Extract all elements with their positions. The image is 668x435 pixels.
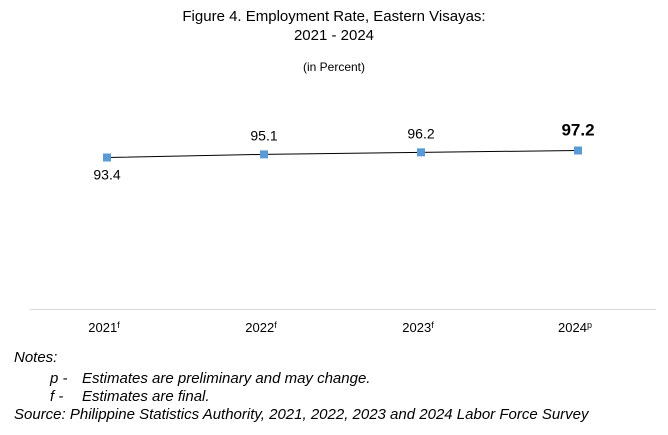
- tick-label-layer: 2021f 2022f 2023f 2024p: [88, 320, 592, 335]
- note-text-p: Estimates are preliminary and may change…: [82, 370, 371, 387]
- data-point-2024: [574, 146, 582, 155]
- data-label-2023: 96.2: [407, 125, 434, 141]
- data-label-2024: 97.2: [561, 121, 594, 140]
- data-point-2021: [103, 153, 111, 162]
- note-final: f - Estimates are final.: [50, 388, 210, 406]
- x-tick-label-2021: 2021f: [88, 320, 120, 335]
- marker-layer: [103, 146, 582, 162]
- notes-heading: Notes:: [14, 349, 58, 366]
- x-tick-label-2022: 2022f: [245, 320, 277, 335]
- data-point-2023: [417, 148, 425, 157]
- source-note: Source: Philippine Statistics Authority,…: [14, 406, 589, 423]
- note-preliminary: p - Estimates are preliminary and may cha…: [50, 370, 370, 388]
- x-tick-superscript-2024: p: [587, 320, 592, 330]
- x-tick-superscript-2021: f: [117, 320, 120, 330]
- data-label-2022: 95.1: [250, 127, 277, 143]
- chart-title-line2: 2021 - 2024: [293, 27, 375, 44]
- x-tick-superscript-2022: f: [274, 320, 277, 330]
- line-layer: [106, 150, 579, 158]
- x-tick-superscript-2023: f: [431, 320, 434, 330]
- data-point-2022: [260, 150, 268, 159]
- data-label-2021: 93.4: [93, 167, 120, 183]
- x-tick-label-2023: 2023f: [402, 320, 434, 335]
- note-text-f: Estimates are final.: [82, 388, 210, 405]
- line-chart: 93.4 95.1 96.2 97.2 2021f 2022f 2023f 2024p: [30, 121, 656, 335]
- chart-subtitle: (in Percent): [302, 60, 366, 74]
- note-key-f: f -: [50, 388, 64, 405]
- series-line: [106, 150, 579, 158]
- chart-title-line1: Figure 4. Employment Rate, Eastern Visay…: [182, 8, 486, 25]
- data-label-layer: 93.4 95.1 96.2 97.2: [93, 121, 594, 183]
- x-tick-label-2024: 2024p: [558, 320, 592, 335]
- note-key-p: p -: [50, 370, 68, 387]
